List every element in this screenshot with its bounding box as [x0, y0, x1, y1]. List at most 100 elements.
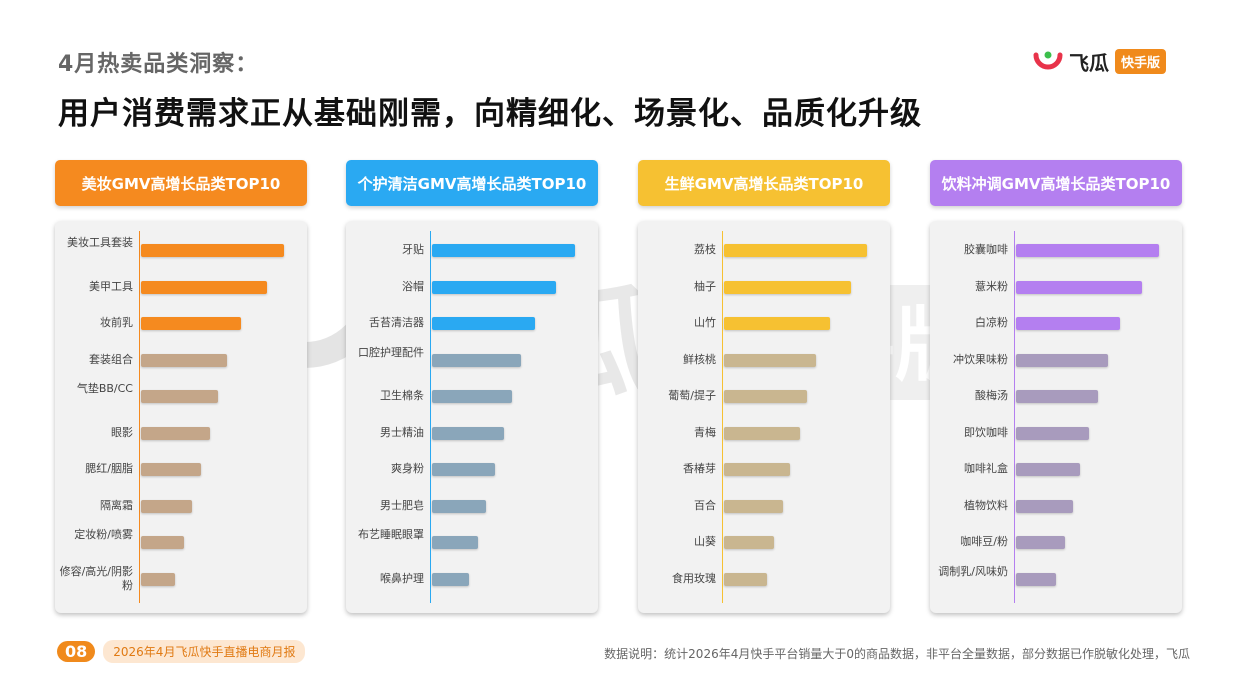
category-label: 植物饮料 [964, 498, 1008, 512]
category-label: 隔离霜 [100, 498, 133, 512]
bar [724, 280, 852, 294]
bar [724, 244, 867, 257]
category-label: 咖啡豆/粉 [960, 535, 1008, 548]
bar [432, 572, 470, 586]
panel-1-header: 美妆GMV高增长品类TOP10 [55, 160, 307, 206]
category-label: 青梅 [694, 425, 716, 439]
bar [432, 280, 557, 294]
bar [724, 536, 775, 549]
category-label: 冲饮果味粉 [953, 352, 1008, 366]
category-label: 男士精油 [380, 425, 424, 439]
bar [141, 536, 184, 549]
category-label: 布艺睡眠眼罩 [358, 528, 424, 541]
bar [1016, 390, 1098, 403]
panel-2: 牙贴浴帽舌苔清洁器口腔护理配件卫生棉条男士精油爽身粉男士肥皂布艺睡眠眼罩喉鼻护理 [346, 221, 598, 613]
panel-1: 美妆工具套装美甲工具妆前乳套装组合气垫BB/CC 眼影腮红/胭脂隔离霜定妆粉/喷雾… [55, 221, 307, 613]
category-label: 山竹 [694, 316, 716, 329]
category-label: 美甲工具 [89, 279, 133, 293]
bar [1016, 244, 1159, 257]
bar [141, 426, 210, 440]
axis-line [430, 231, 431, 603]
category-label: 调制乳/风味奶 [938, 564, 1008, 578]
bar [432, 536, 478, 549]
axis-line [139, 231, 140, 603]
category-label: 柚子 [694, 279, 716, 293]
category-label: 薏米粉 [975, 279, 1008, 293]
panel-4: 胶囊咖啡薏米粉白凉粉冲饮果味粉酸梅汤即饮咖啡咖啡礼盒植物饮料咖啡豆/粉调制乳/风… [930, 221, 1182, 613]
watermark: 飞瓜 快手版 [222, 272, 990, 414]
panel-4-header: 饮料冲调GMV高增长品类TOP10 [930, 160, 1182, 206]
logo-badge: 快手版 [1115, 48, 1167, 74]
bar [432, 499, 487, 513]
category-label: 口腔护理配件 [358, 345, 424, 359]
category-label: 山葵 [694, 535, 716, 548]
logo-text: 飞瓜 [1069, 50, 1109, 75]
footer-left: 08 2026年4月飞瓜快手直播电商月报 [57, 640, 306, 663]
bar [141, 317, 242, 330]
category-label: 气垫BB/CC [76, 382, 133, 395]
panel-3-header: 生鲜GMV高增长品类TOP10 [638, 160, 890, 206]
category-label: 百合 [694, 498, 716, 512]
category-label: 白凉粉 [975, 316, 1008, 329]
category-label: 胶囊咖啡 [964, 243, 1008, 256]
category-label: 修容/高光/阴影粉 [59, 564, 133, 592]
bar [141, 280, 267, 294]
bar [1016, 426, 1089, 440]
category-label: 咖啡礼盒 [964, 462, 1008, 475]
bar [1016, 536, 1065, 549]
axis-line [1014, 231, 1015, 603]
bar [141, 390, 219, 403]
bar [724, 390, 807, 403]
category-label: 荔枝 [694, 243, 716, 256]
category-label: 食用玫瑰 [672, 571, 716, 585]
bar [141, 353, 227, 367]
category-label: 男士肥皂 [380, 498, 424, 512]
category-label: 舌苔清洁器 [369, 316, 424, 329]
bar [724, 426, 800, 440]
category-label: 鲜核桃 [683, 352, 716, 366]
bar [724, 317, 830, 330]
bar [724, 353, 816, 367]
category-label: 定妆粉/喷雾 [74, 528, 133, 541]
bar [1016, 463, 1081, 476]
category-label: 爽身粉 [391, 462, 424, 475]
report-name: 2026年4月飞瓜快手直播电商月报 [103, 640, 306, 663]
bar [432, 317, 535, 330]
bar [1016, 353, 1108, 367]
bar [724, 463, 790, 476]
category-label: 香椿芽 [683, 462, 716, 475]
footer-note: 数据说明：统计2026年4月快手平台销量大于0的商品数据，非平台全量数据，部分数… [604, 647, 1190, 661]
category-label: 即饮咖啡 [964, 425, 1008, 439]
bar [1016, 280, 1142, 294]
bar [141, 572, 176, 586]
bar [724, 572, 767, 586]
panel-2-header: 个护清洁GMV高增长品类TOP10 [346, 160, 598, 206]
bar [432, 463, 495, 476]
panel-3: 荔枝柚子山竹鲜核桃葡萄/提子青梅香椿芽百合山葵食用玫瑰 [638, 221, 890, 613]
category-label: 酸梅汤 [975, 389, 1008, 402]
category-label: 葡萄/提子 [668, 389, 716, 402]
category-label: 美妆工具套装 [67, 236, 133, 249]
bar [1016, 317, 1121, 330]
melon-logo-icon [1033, 51, 1063, 70]
category-label: 套装组合 [89, 352, 133, 366]
category-label: 妆前乳 [100, 316, 133, 329]
bar [432, 426, 504, 440]
bar [724, 499, 783, 513]
bar [141, 499, 193, 513]
category-label: 眼影 [111, 425, 133, 439]
bar [141, 244, 284, 257]
category-label: 浴帽 [402, 279, 424, 293]
page-number: 08 [57, 641, 96, 662]
category-label: 喉鼻护理 [380, 571, 424, 585]
bar [1016, 499, 1074, 513]
page-subtitle: 4月热卖品类洞察： [58, 52, 259, 77]
axis-line [722, 231, 723, 603]
bar [432, 353, 521, 367]
bar [141, 463, 202, 476]
category-label: 卫生棉条 [380, 389, 424, 402]
brand-logo: 飞瓜 快手版 [1033, 46, 1167, 76]
category-label: 牙贴 [402, 243, 424, 256]
category-label: 腮红/胭脂 [85, 462, 133, 475]
bar [432, 390, 513, 403]
